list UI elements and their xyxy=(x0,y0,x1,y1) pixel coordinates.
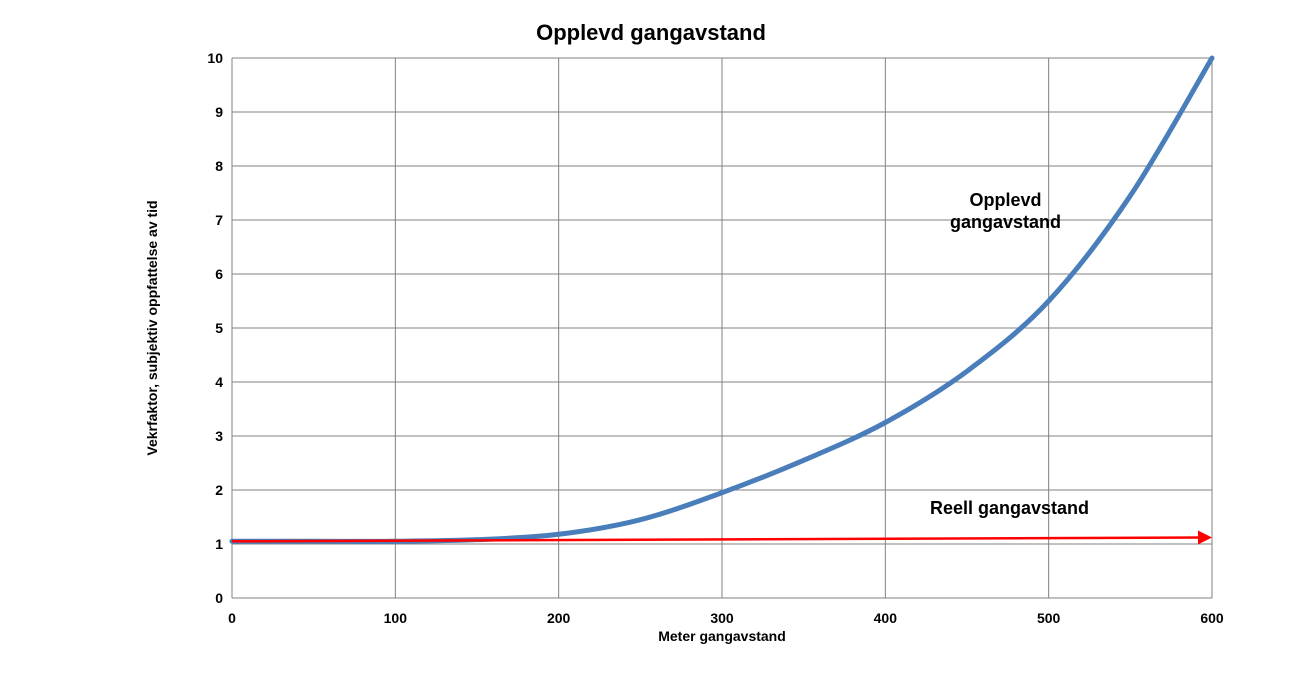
y-tick-label: 2 xyxy=(197,482,223,498)
chart-container: Opplevd gangavstand Vekrfaktor, subjekti… xyxy=(0,0,1302,676)
y-tick-label: 8 xyxy=(197,158,223,174)
x-tick-label: 600 xyxy=(1200,610,1223,626)
y-tick-label: 4 xyxy=(197,374,223,390)
x-tick-label: 100 xyxy=(384,610,407,626)
y-tick-label: 1 xyxy=(197,536,223,552)
curve-annotation: Opplevd gangavstand xyxy=(950,190,1061,233)
y-tick-label: 9 xyxy=(197,104,223,120)
x-tick-label: 0 xyxy=(228,610,236,626)
y-tick-label: 10 xyxy=(197,50,223,66)
y-tick-label: 6 xyxy=(197,266,223,282)
x-tick-label: 300 xyxy=(710,610,733,626)
y-tick-label: 0 xyxy=(197,590,223,606)
y-tick-label: 5 xyxy=(197,320,223,336)
x-tick-label: 400 xyxy=(874,610,897,626)
y-tick-label: 3 xyxy=(197,428,223,444)
arrow-head-icon xyxy=(1198,531,1212,545)
y-tick-label: 7 xyxy=(197,212,223,228)
arrow-annotation: Reell gangavstand xyxy=(930,498,1089,519)
x-tick-label: 500 xyxy=(1037,610,1060,626)
x-tick-label: 200 xyxy=(547,610,570,626)
chart-svg xyxy=(0,0,1302,676)
